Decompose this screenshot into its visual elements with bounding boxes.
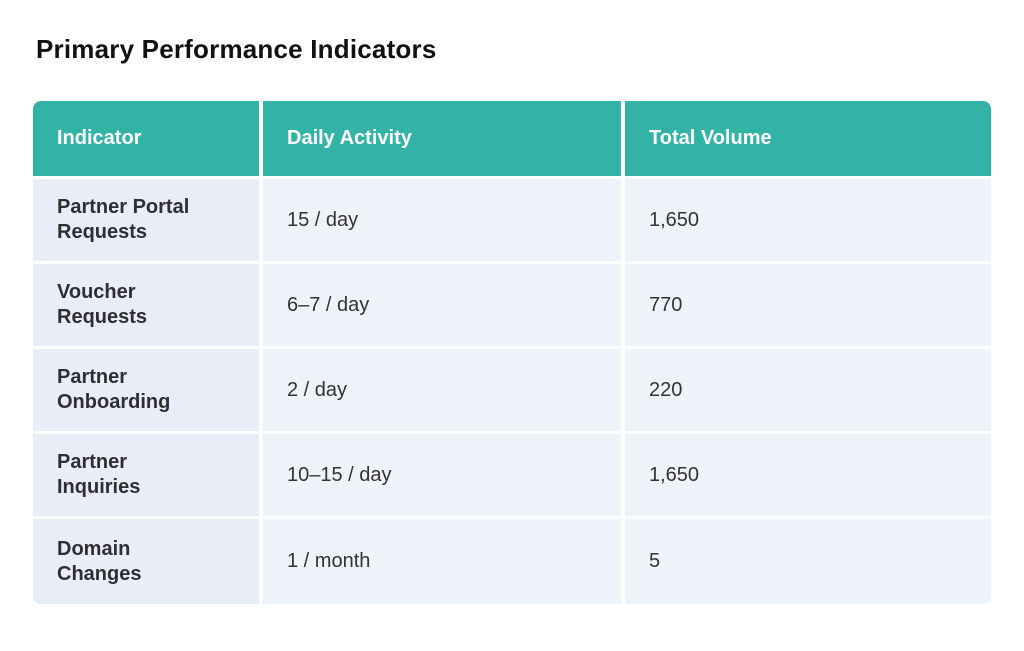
- total-volume-cell: 1,650: [621, 434, 991, 519]
- kpi-table: Indicator Daily Activity Total Volume Pa…: [33, 101, 991, 604]
- indicator-line: Partner: [57, 451, 128, 473]
- indicator-line: Domain: [57, 537, 131, 560]
- total-volume-cell: 1,650: [621, 179, 991, 264]
- indicator-line: Inquiries: [57, 476, 141, 498]
- column-header-indicator: Indicator: [33, 101, 259, 179]
- column-header-daily-activity: Daily Activity: [259, 101, 621, 179]
- indicator-cell: Domain Changes: [33, 519, 259, 604]
- page-title: Primary Performance Indicators: [36, 34, 437, 64]
- indicator-line: Partner: [57, 366, 128, 388]
- daily-activity-cell: 2 / day: [259, 349, 621, 434]
- daily-activity-cell: 1 / month: [259, 519, 621, 604]
- column-header-total-volume: Total Volume: [621, 101, 991, 179]
- daily-activity-cell: 10–15 / day: [259, 434, 621, 519]
- table-row: Domain Changes 1 / month 5: [33, 519, 991, 604]
- total-volume-cell: 5: [621, 519, 991, 604]
- daily-activity-cell: 6–7 / day: [259, 264, 621, 349]
- indicator-cell: Partner Inquiries: [33, 434, 259, 519]
- indicator-line: Voucher: [57, 281, 136, 303]
- table-header-row: Indicator Daily Activity Total Volume: [33, 101, 991, 179]
- table-row: Partner Portal Requests 15 / day 1,650: [33, 179, 991, 264]
- table-row: Partner Onboarding 2 / day 220: [33, 349, 991, 434]
- indicator-cell: Partner Portal Requests: [33, 179, 259, 264]
- indicator-line: Onboarding: [57, 391, 171, 413]
- indicator-cell: Voucher Requests: [33, 264, 259, 349]
- indicator-line: Requests: [57, 306, 148, 328]
- indicator-line: Changes: [57, 562, 142, 585]
- indicator-line: Requests: [57, 221, 148, 243]
- total-volume-cell: 220: [621, 349, 991, 434]
- daily-activity-cell: 15 / day: [259, 179, 621, 264]
- total-volume-cell: 770: [621, 264, 991, 349]
- indicator-line: Partner Portal: [57, 196, 190, 218]
- indicator-cell: Partner Onboarding: [33, 349, 259, 434]
- table-row: Voucher Requests 6–7 / day 770: [33, 264, 991, 349]
- table-row: Partner Inquiries 10–15 / day 1,650: [33, 434, 991, 519]
